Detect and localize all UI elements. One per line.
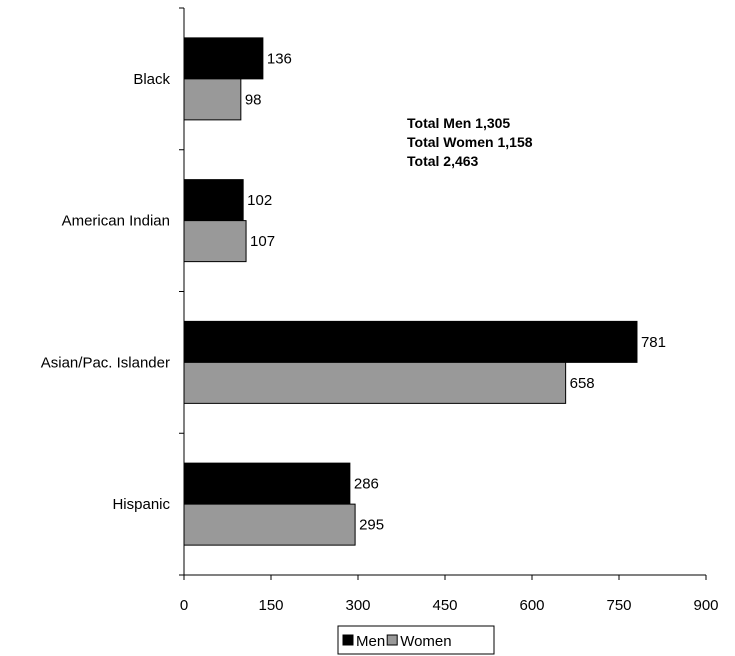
axes xyxy=(179,7,707,580)
totals-annotation: Total Men 1,305 Total Women 1,158 Total … xyxy=(407,115,533,169)
bar-men-asian-pac-islander xyxy=(183,320,638,363)
annotation-total-women: Total Women 1,158 xyxy=(407,134,533,150)
bar-women-american-indian xyxy=(183,220,247,263)
x-tick-label-300: 300 xyxy=(345,597,370,614)
x-tick-label-150: 150 xyxy=(258,597,283,614)
data-label-men-asian-pac-islander: 781 xyxy=(641,334,666,351)
legend-label-men: Men xyxy=(356,633,385,650)
legend-label-women: Women xyxy=(400,633,451,650)
x-tick-label-750: 750 xyxy=(606,597,631,614)
x-tick-label-0: 0 xyxy=(180,597,188,614)
category-label-hispanic: Hispanic xyxy=(112,496,170,513)
bar-men-american-indian xyxy=(183,179,244,222)
data-label-men-black: 136 xyxy=(267,50,292,67)
x-tick-label-900: 900 xyxy=(693,597,718,614)
bar-men-black xyxy=(183,37,264,80)
bars xyxy=(183,37,638,546)
annotation-total: Total 2,463 xyxy=(407,153,479,169)
data-label-women-american-indian: 107 xyxy=(250,233,275,250)
data-label-women-hispanic: 295 xyxy=(359,517,384,534)
bar-women-hispanic xyxy=(183,503,356,546)
data-label-men-american-indian: 102 xyxy=(247,192,272,209)
bar-women-black xyxy=(183,78,242,121)
category-label-american-indian: American Indian xyxy=(62,213,170,230)
category-label-black: Black xyxy=(133,71,170,88)
x-tick-label-450: 450 xyxy=(432,597,457,614)
legend: Men Women xyxy=(337,625,495,655)
bar-men-hispanic xyxy=(183,462,351,505)
x-tick-label-600: 600 xyxy=(519,597,544,614)
legend-swatch-women xyxy=(386,634,398,646)
legend-box xyxy=(337,625,495,655)
data-label-women-black: 98 xyxy=(245,91,262,108)
bar-women-asian-pac-islander xyxy=(183,361,567,404)
annotation-total-men: Total Men 1,305 xyxy=(407,115,510,131)
category-label-asian-pac-islander: Asian/Pac. Islander xyxy=(41,354,170,371)
legend-swatch-men xyxy=(342,634,354,646)
labels: Black 136 98 American Indian 102 107 Asian/Pac… xyxy=(41,50,719,614)
data-label-women-asian-pac-islander: 658 xyxy=(570,375,595,392)
data-label-men-hispanic: 286 xyxy=(354,476,379,493)
